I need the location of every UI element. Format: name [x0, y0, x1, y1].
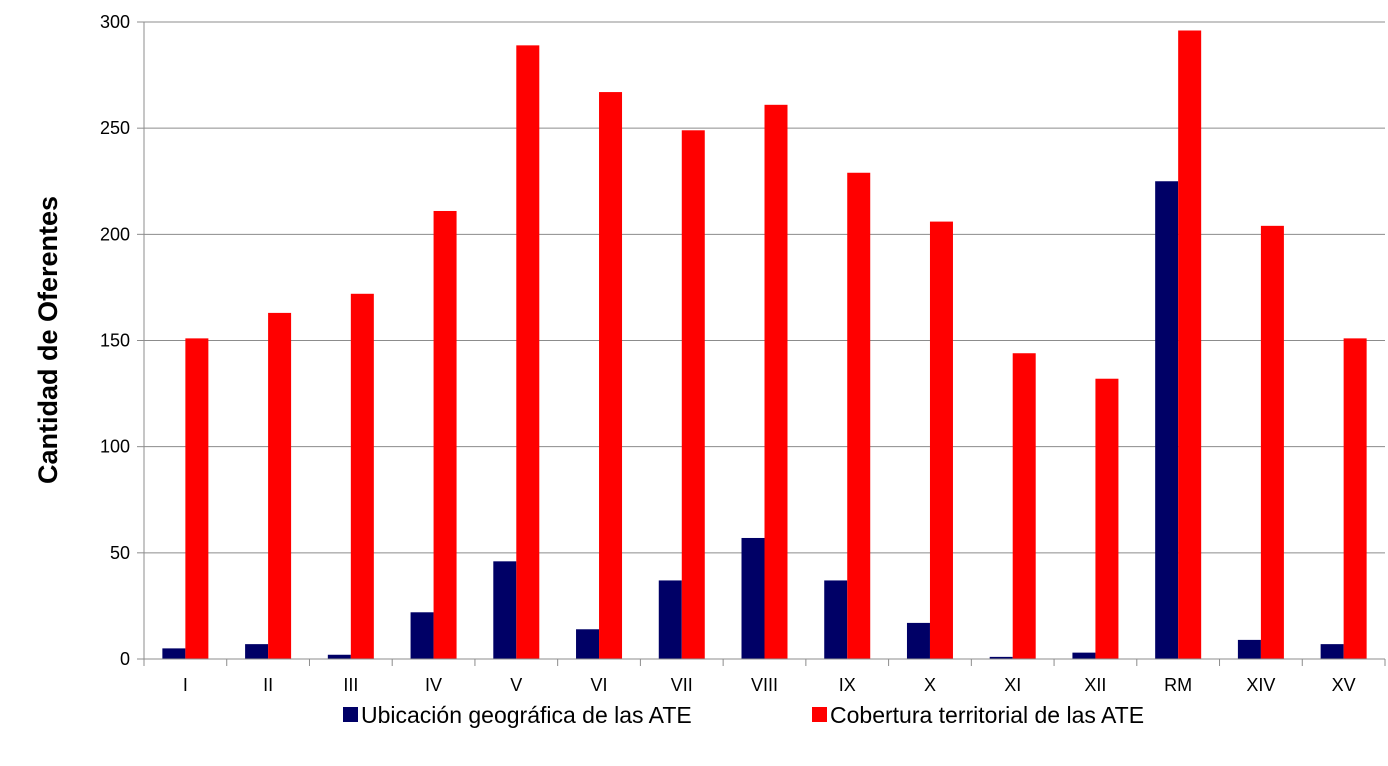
x-tick-label: VI [591, 675, 608, 695]
bar-cobertura-v [516, 45, 540, 659]
x-tick-label: XIV [1246, 675, 1275, 695]
legend-swatch-ubicacion [343, 707, 358, 722]
x-tick-label: XV [1332, 675, 1356, 695]
y-tick-label: 50 [110, 543, 130, 563]
bar-ubicacion-vi [576, 629, 600, 659]
legend-label-ubicacion: Ubicación geográfica de las ATE [361, 702, 692, 728]
bar-ubicacion-viii [741, 537, 765, 659]
bar-ubicacion-xiv [1237, 639, 1261, 659]
bar-ubicacion-ii [245, 644, 269, 659]
bar-ubicacion-i [162, 648, 186, 659]
bar-cobertura-ix [847, 172, 871, 660]
bar-cobertura-iii [350, 293, 374, 659]
bar-cobertura-xiv [1260, 225, 1284, 659]
x-tick-label: IX [839, 675, 856, 695]
bars [162, 30, 1367, 660]
y-tick-label: 0 [120, 649, 130, 669]
legend: Ubicación geográfica de las ATE Cobertura… [343, 702, 1144, 728]
y-tick-label: 150 [100, 331, 130, 351]
x-tick-label: X [924, 675, 936, 695]
bar-cobertura-xv [1343, 338, 1367, 659]
bar-ubicacion-ix [824, 580, 848, 659]
x-tick-label: IV [425, 675, 442, 695]
bar-cobertura-xii [1095, 378, 1119, 659]
bar-ubicacion-xi [989, 656, 1013, 659]
x-tick-label: VIII [751, 675, 778, 695]
x-tick-label: XII [1084, 675, 1106, 695]
x-tick-label: RM [1164, 675, 1192, 695]
bar-cobertura-i [185, 338, 209, 659]
legend-swatch-cobertura [812, 707, 827, 722]
y-tick-label: 250 [100, 118, 130, 138]
bar-ubicacion-v [493, 561, 517, 659]
y-axis-title: Cantidad de Oferentes [33, 196, 63, 484]
bar-cobertura-vii [681, 130, 705, 660]
bar-cobertura-viii [764, 104, 788, 659]
bar-ubicacion-iii [327, 654, 351, 659]
bar-cobertura-rm [1178, 30, 1202, 659]
bar-cobertura-vi [599, 92, 623, 659]
x-tick-label: XI [1004, 675, 1021, 695]
bar-ubicacion-vii [658, 580, 682, 659]
x-tick-label: I [183, 675, 188, 695]
legend-label-cobertura: Cobertura territorial de las ATE [830, 702, 1144, 728]
x-tick-label: V [510, 675, 522, 695]
bar-ubicacion-iv [410, 612, 434, 659]
bar-cobertura-ii [268, 312, 292, 659]
bar-cobertura-iv [433, 210, 457, 659]
bar-ubicacion-xii [1072, 652, 1096, 659]
y-tick-label: 100 [100, 437, 130, 457]
y-tick-label: 200 [100, 224, 130, 244]
bar-ubicacion-xv [1320, 644, 1344, 659]
bar-ubicacion-x [906, 622, 930, 659]
y-tick-labels: 0 50 100 150 200 250 300 [100, 12, 144, 669]
bar-cobertura-x [929, 221, 953, 660]
y-tick-label: 300 [100, 12, 130, 32]
x-tick-labels: I II III IV V VI VII VIII IX X XI XII RM XIV XV [143, 659, 1386, 695]
bar-cobertura-xi [1012, 353, 1036, 659]
bar-ubicacion-rm [1155, 181, 1179, 659]
x-tick-label: II [263, 675, 273, 695]
x-tick-label: VII [671, 675, 693, 695]
x-tick-label: III [343, 675, 358, 695]
